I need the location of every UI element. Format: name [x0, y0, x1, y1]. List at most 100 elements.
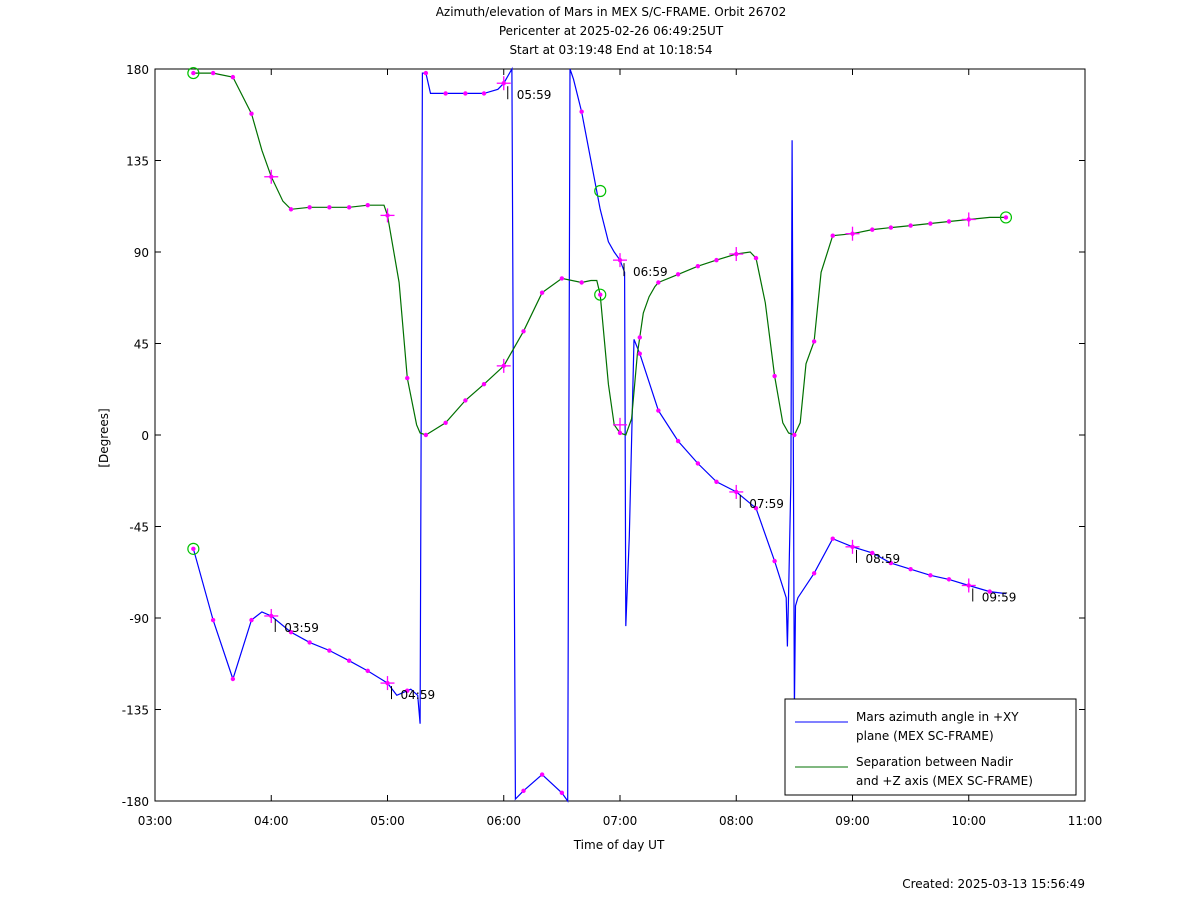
start-end-circle-marker: [187, 542, 200, 555]
data-point-marker: [346, 205, 352, 210]
data-point-marker: [579, 280, 584, 285]
title-line-3: Start at 03:19:48 End at 10:18:54: [509, 43, 712, 57]
data-point-marker: [811, 571, 817, 576]
y-tick-label: 135: [126, 155, 149, 169]
data-point-marker: [772, 558, 777, 564]
title-line-1: Azimuth/elevation of Mars in MEX S/C-FRA…: [436, 5, 787, 19]
data-point-marker: [443, 420, 448, 425]
data-point-marker: [288, 630, 294, 635]
x-tick-label: 06:00: [486, 814, 521, 828]
x-tick-label: 04:00: [254, 814, 289, 828]
data-point-marker: [249, 617, 254, 623]
data-point-marker: [656, 280, 661, 285]
data-point-marker: [695, 264, 701, 269]
data-point-marker: [249, 111, 254, 116]
data-point-marker: [210, 617, 216, 623]
data-point-marker: [191, 70, 196, 76]
data-point-marker: [423, 70, 429, 76]
data-point-marker: [870, 227, 875, 232]
time-labels: 03:59 04:59 05:59 06:59 07:59 08:59 09:59: [274, 86, 1017, 702]
y-tick-label: -90: [129, 612, 149, 626]
start-end-circle-marker: [594, 184, 607, 198]
x-tick-label: 05:00: [370, 814, 405, 828]
time-label: 04:59: [401, 688, 436, 702]
axis-ticks: [154, 68, 1086, 802]
data-point-marker: [365, 668, 370, 674]
data-point-marker: [210, 70, 216, 76]
y-tick-label: -180: [122, 795, 149, 809]
data-point-marker: [327, 205, 332, 210]
data-point-marker: [539, 290, 545, 295]
x-tick-label: 11:00: [1068, 814, 1103, 828]
data-point-marker: [753, 255, 759, 261]
legend-label-separation-1: Separation between Nadir: [856, 755, 1013, 769]
data-point-marker: [423, 432, 429, 438]
data-point-marker: [637, 351, 642, 356]
data-point-marker: [1003, 215, 1009, 220]
data-point-marker: [675, 438, 681, 444]
data-point-marker: [811, 339, 817, 344]
data-point-marker: [559, 276, 565, 281]
data-point-marker: [987, 589, 992, 594]
chart-title: Azimuth/elevation of Mars in MEX S/C-FRA…: [436, 5, 787, 57]
y-tick-labels: 180 135 90 45 0 -45 -90 -135 -180: [122, 63, 149, 809]
data-point-marker: [191, 546, 196, 552]
series-line-1: [193, 72, 1006, 436]
y-tick-label: 180: [126, 63, 149, 77]
series-lines: [192, 66, 1007, 803]
time-label: 05:59: [517, 88, 552, 102]
data-point-marker: [521, 329, 526, 334]
start-end-circle-marker: [999, 211, 1013, 224]
data-point-marker: [946, 219, 952, 224]
x-tick-label: 08:00: [719, 814, 754, 828]
data-point-marker: [695, 461, 701, 466]
data-point-marker: [675, 272, 681, 277]
data-point-marker: [830, 536, 835, 541]
time-label: 08:59: [866, 552, 901, 566]
data-point-marker: [288, 207, 294, 212]
data-point-marker: [714, 479, 719, 484]
data-point-marker: [559, 790, 565, 796]
series-markers: [191, 70, 1009, 796]
y-tick-label: 90: [134, 246, 149, 260]
data-point-marker: [346, 658, 352, 663]
y-tick-label: -45: [129, 521, 149, 535]
data-point-marker: [714, 257, 719, 263]
data-point-marker: [463, 398, 468, 403]
cross-markers: [264, 76, 976, 691]
legend-label-separation-2: and +Z axis (MEX SC-FRAME): [856, 774, 1033, 788]
x-tick-label: 03:00: [138, 814, 173, 828]
data-point-marker: [772, 373, 777, 379]
data-point-marker: [908, 567, 913, 572]
time-label: 03:59: [284, 621, 319, 635]
data-point-marker: [637, 335, 642, 340]
legend-box: [784, 698, 1077, 796]
data-point-marker: [656, 408, 661, 413]
data-point-marker: [307, 205, 312, 210]
y-tick-label: 0: [141, 429, 149, 443]
data-point-marker: [792, 432, 797, 438]
data-point-marker: [888, 560, 894, 566]
data-point-marker: [539, 772, 545, 777]
data-point-marker: [888, 225, 894, 230]
data-point-marker: [365, 203, 370, 208]
start-end-circle-marker: [187, 66, 200, 80]
x-axis-label: Time of day UT: [573, 838, 665, 852]
time-label: 09:59: [982, 590, 1017, 604]
data-point-marker: [598, 292, 603, 297]
data-point-marker: [481, 381, 487, 387]
time-label: 06:59: [633, 265, 668, 279]
x-tick-label: 07:00: [603, 814, 638, 828]
data-point-marker: [405, 688, 410, 693]
data-point-marker: [307, 640, 312, 645]
y-axis-label: [Degrees]: [97, 408, 111, 467]
data-point-marker: [481, 91, 487, 96]
data-point-marker: [521, 788, 526, 794]
legend: Mars azimuth angle in +XY plane (MEX SC-…: [784, 698, 1077, 796]
data-point-marker: [230, 676, 236, 682]
data-point-marker: [870, 550, 875, 556]
data-point-marker: [327, 648, 332, 653]
data-point-marker: [579, 109, 584, 114]
title-line-2: Pericenter at 2025-02-26 06:49:25UT: [499, 24, 724, 38]
